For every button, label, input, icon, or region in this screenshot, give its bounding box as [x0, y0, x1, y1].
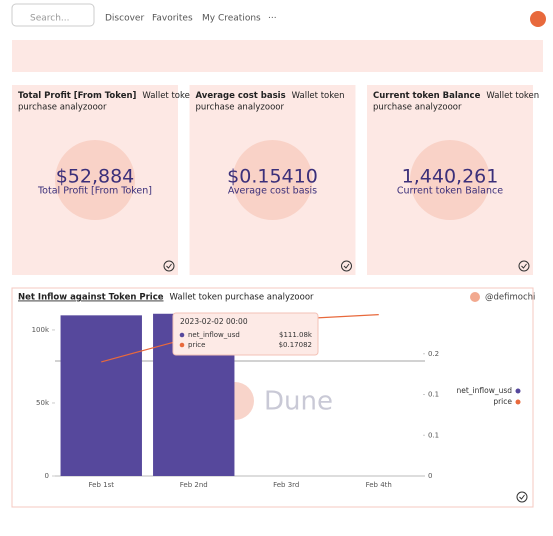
card-label: Current token Balance — [397, 186, 503, 197]
check-mark — [166, 263, 172, 269]
card-subtitle: Wallet token — [486, 91, 539, 101]
check-mark — [519, 494, 525, 500]
card-title: Average cost basis Wallet token — [196, 91, 345, 101]
x-tick-label: Feb 3rd — [273, 481, 299, 489]
tooltip-title: 2023-02-02 00:00 — [180, 317, 248, 326]
card-bg-circle — [410, 140, 490, 220]
card-value: 1,440,261 — [402, 166, 499, 188]
card-label: Average cost basis — [228, 186, 317, 197]
check-icon — [341, 260, 352, 272]
tooltip — [172, 312, 319, 356]
x-tick-label: Feb 2nd — [180, 481, 208, 489]
check-icon — [518, 260, 530, 272]
y2-tick-label: 0.2 — [428, 350, 439, 358]
banner — [12, 40, 543, 72]
tooltip-value: $111.08k — [279, 331, 313, 339]
nav-more[interactable]: ··· — [268, 14, 277, 24]
nav-link[interactable]: Favorites — [152, 14, 193, 24]
avatar[interactable] — [530, 11, 546, 27]
card-label: Total Profit [From Token] — [37, 186, 152, 197]
check-mark — [521, 263, 527, 269]
search[interactable]: Search... — [30, 14, 70, 24]
card-subtitle-wrap: purchase analyzooor — [18, 103, 107, 113]
x-tick-label: Feb 4th — [366, 481, 392, 489]
tooltip-name: net_inflow_usd — [188, 331, 240, 339]
card-title-text: Total Profit [From Token] — [18, 91, 137, 101]
card-value: $0.15410 — [227, 166, 318, 188]
card-bg-circle — [55, 140, 135, 220]
card-value: $52,884 — [56, 166, 135, 188]
search-box[interactable] — [11, 3, 95, 27]
author: @defimochi — [485, 293, 535, 303]
y-tick-label: 100k — [32, 326, 50, 334]
card-subtitle-wrap: purchase analyzooor — [196, 103, 285, 113]
y2-tick-label: 0 — [428, 472, 432, 480]
card-title-text: Current token Balance — [373, 91, 481, 101]
legend-dot — [515, 399, 521, 405]
legend-dot — [515, 388, 521, 394]
tooltip-name: price — [188, 341, 205, 349]
chart-title: Net Inflow against Token Price — [18, 293, 164, 303]
bar — [60, 315, 142, 476]
chart-subtitle: Wallet token purchase analyzooor — [170, 293, 315, 303]
y2-tick-label: 0.1 — [428, 431, 439, 439]
author-avatar — [470, 292, 480, 302]
card-title-text: Average cost basis — [196, 91, 286, 101]
card-subtitle: Wallet token — [142, 91, 195, 101]
y-tick-label: 0 — [45, 472, 49, 480]
card-bg-circle — [232, 140, 313, 220]
nav-link[interactable]: Discover — [105, 14, 144, 24]
tooltip-value: $0.17082 — [279, 341, 312, 349]
tooltip-dot — [179, 332, 185, 338]
legend-label: net_inflow_usd — [456, 386, 512, 395]
tooltip-dot — [179, 342, 185, 348]
legend-label: price — [493, 397, 512, 406]
y2-tick-label: 0.1 — [428, 391, 439, 399]
card-title: Current token Balance Wallet token — [373, 91, 539, 101]
card-subtitle-wrap: purchase analyzooor — [373, 103, 462, 113]
check-icon — [163, 260, 175, 272]
x-tick-label: Feb 1st — [89, 481, 115, 489]
card-subtitle: Wallet token — [292, 91, 345, 101]
card-title: Total Profit [From Token] Wallet token — [18, 91, 195, 101]
y-tick-label: 50k — [36, 399, 50, 407]
check-mark — [343, 263, 350, 269]
nav-link[interactable]: My Creations — [202, 14, 261, 24]
check-icon — [516, 491, 528, 503]
watermark: Dune — [264, 387, 333, 417]
